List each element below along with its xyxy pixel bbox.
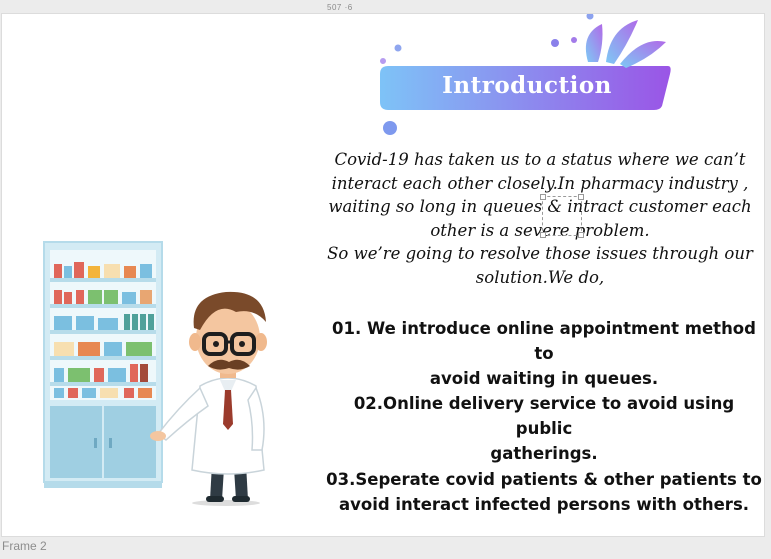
slide-title: Introduction bbox=[442, 72, 612, 99]
selection-handles[interactable] bbox=[540, 194, 584, 238]
intro-line: interact each other closely.In pharmacy … bbox=[331, 173, 749, 193]
intro-line: waiting so long in queues & intract cust… bbox=[328, 197, 752, 216]
resize-handle[interactable] bbox=[578, 194, 584, 200]
intro-line: solution.We do, bbox=[475, 267, 605, 287]
intro-line: So we’re going to resolve those issues t… bbox=[327, 244, 753, 263]
resize-handle[interactable] bbox=[540, 194, 546, 200]
point-1: 01. We introduce online appointment meth… bbox=[324, 316, 764, 391]
coordinates-readout: 507 ·6 bbox=[327, 3, 353, 12]
point-2-line-2: gatherings. bbox=[490, 444, 598, 463]
resize-handle[interactable] bbox=[578, 232, 584, 238]
point-1-line-2: avoid waiting in queues. bbox=[429, 369, 659, 388]
intro-paragraph: Covid-19 has taken us to a status where … bbox=[320, 148, 760, 289]
pharmacist-with-medicine-cabinet-icon bbox=[43, 241, 267, 506]
point-2-line-1: 02.Online delivery service to avoid usin… bbox=[353, 394, 735, 438]
paint-splash-banner-icon bbox=[380, 14, 671, 135]
resize-handle[interactable] bbox=[540, 232, 546, 238]
point-1-line-1: 01. We introduce online appointment meth… bbox=[332, 319, 756, 363]
intro-line: other is a severe problem. bbox=[430, 220, 650, 240]
point-3-line-1: 03.Seperate covid patients & other patie… bbox=[326, 470, 762, 489]
frame-name-label[interactable]: Frame 2 bbox=[2, 539, 47, 553]
point-3-line-2: avoid interact infected persons with oth… bbox=[338, 495, 750, 514]
point-3: 03.Seperate covid patients & other patie… bbox=[324, 467, 764, 517]
slide-frame[interactable]: Introduction Covid-19 has taken us to a … bbox=[2, 14, 764, 536]
intro-line: Covid-19 has taken us to a status where … bbox=[334, 150, 746, 169]
canvas-top-bar: 507 ·6 bbox=[0, 0, 771, 14]
point-2: 02.Online delivery service to avoid usin… bbox=[324, 391, 764, 466]
